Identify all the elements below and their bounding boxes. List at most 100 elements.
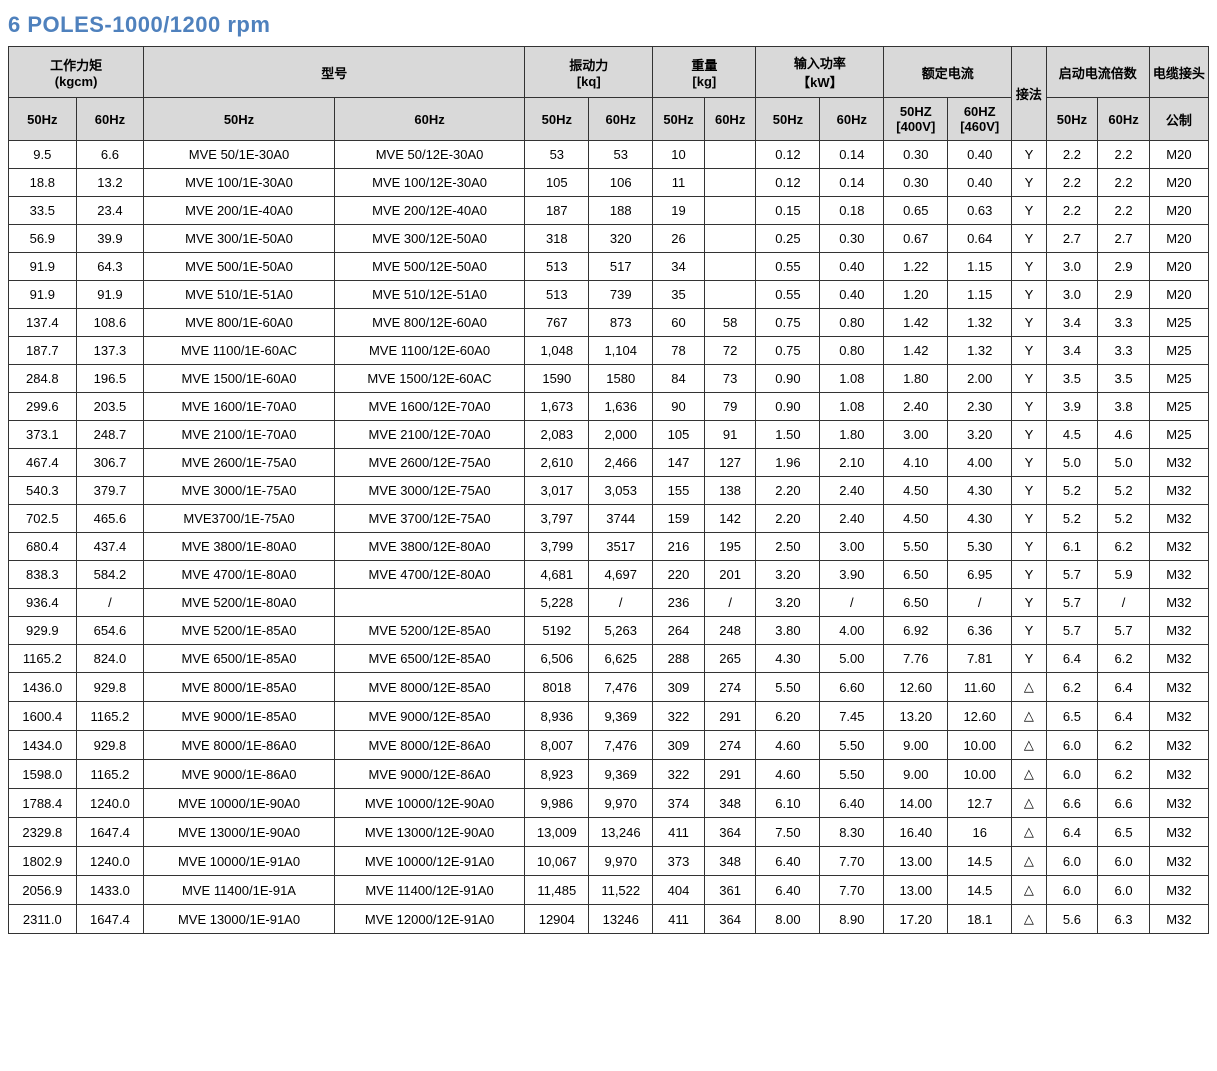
table-cell: 108.6 xyxy=(76,309,144,337)
table-cell: M32 xyxy=(1149,589,1208,617)
table-cell: 0.14 xyxy=(820,141,884,169)
table-cell: Y xyxy=(1012,645,1046,673)
table-cell: 6.2 xyxy=(1098,731,1150,760)
table-cell: 216 xyxy=(653,533,705,561)
table-cell: 838.3 xyxy=(9,561,77,589)
table-cell: 13,246 xyxy=(589,818,653,847)
table-cell: 1.20 xyxy=(884,281,948,309)
table-cell: 203.5 xyxy=(76,393,144,421)
table-cell: 159 xyxy=(653,505,705,533)
sub-50hz-400v: 50HZ[400V] xyxy=(884,98,948,141)
table-cell: 35 xyxy=(653,281,705,309)
table-cell: 7,476 xyxy=(589,673,653,702)
table-cell: 1600.4 xyxy=(9,702,77,731)
table-cell: 5.2 xyxy=(1098,477,1150,505)
table-row: 2311.01647.4MVE 13000/1E-91A0MVE 12000/1… xyxy=(9,905,1209,934)
table-cell: 3.3 xyxy=(1098,337,1150,365)
table-cell: MVE 300/1E-50A0 xyxy=(144,225,335,253)
table-cell xyxy=(334,589,525,617)
table-cell: 39.9 xyxy=(76,225,144,253)
table-cell: 3.20 xyxy=(756,589,820,617)
hdr-power: 输入功率【kW】 xyxy=(756,47,884,98)
table-cell: 274 xyxy=(704,731,756,760)
table-row: 1436.0929.8MVE 8000/1E-85A0MVE 8000/12E-… xyxy=(9,673,1209,702)
table-cell: 7.45 xyxy=(820,702,884,731)
table-cell: 2.40 xyxy=(884,393,948,421)
table-cell: M32 xyxy=(1149,760,1208,789)
table-cell: 291 xyxy=(704,760,756,789)
table-cell: 14.5 xyxy=(948,876,1012,905)
table-cell: 3,053 xyxy=(589,477,653,505)
table-cell: 3.5 xyxy=(1046,365,1098,393)
table-cell: 5.2 xyxy=(1098,505,1150,533)
table-cell: 1,673 xyxy=(525,393,589,421)
table-cell: 1165.2 xyxy=(9,645,77,673)
table-cell: 6.4 xyxy=(1046,645,1098,673)
table-cell: 284.8 xyxy=(9,365,77,393)
table-cell: 274 xyxy=(704,673,756,702)
table-cell: / xyxy=(1098,589,1150,617)
table-cell: M25 xyxy=(1149,337,1208,365)
table-cell: 1,104 xyxy=(589,337,653,365)
table-cell: 379.7 xyxy=(76,477,144,505)
table-cell: 2.30 xyxy=(948,393,1012,421)
table-cell: MVE 9000/1E-86A0 xyxy=(144,760,335,789)
table-cell: 34 xyxy=(653,253,705,281)
table-cell: 127 xyxy=(704,449,756,477)
table-cell xyxy=(704,253,756,281)
table-cell: 6.2 xyxy=(1098,760,1150,789)
table-cell: 654.6 xyxy=(76,617,144,645)
table-cell: MVE 3800/12E-80A0 xyxy=(334,533,525,561)
table-cell: 5.7 xyxy=(1046,589,1098,617)
table-cell: 3.90 xyxy=(820,561,884,589)
table-cell: 6.6 xyxy=(76,141,144,169)
table-cell: △ xyxy=(1012,731,1046,760)
table-cell: MVE 5200/1E-80A0 xyxy=(144,589,335,617)
table-cell: 4.10 xyxy=(884,449,948,477)
table-cell: 13.00 xyxy=(884,876,948,905)
table-cell: 2.2 xyxy=(1046,141,1098,169)
table-row: 1598.01165.2MVE 9000/1E-86A0MVE 9000/12E… xyxy=(9,760,1209,789)
table-cell xyxy=(704,197,756,225)
table-cell: 680.4 xyxy=(9,533,77,561)
table-cell: 767 xyxy=(525,309,589,337)
table-cell: 3.80 xyxy=(756,617,820,645)
table-cell: MVE 8000/1E-86A0 xyxy=(144,731,335,760)
table-cell: 1590 xyxy=(525,365,589,393)
table-row: 1600.41165.2MVE 9000/1E-85A0MVE 9000/12E… xyxy=(9,702,1209,731)
table-cell: 513 xyxy=(525,281,589,309)
table-cell: 9.00 xyxy=(884,731,948,760)
table-cell: M32 xyxy=(1149,876,1208,905)
table-cell: 1598.0 xyxy=(9,760,77,789)
table-cell: 6.0 xyxy=(1046,731,1098,760)
table-cell: 16 xyxy=(948,818,1012,847)
table-cell xyxy=(704,225,756,253)
table-row: 9.56.6MVE 50/1E-30A0MVE 50/12E-30A053531… xyxy=(9,141,1209,169)
table-cell: 1240.0 xyxy=(76,789,144,818)
table-cell: 13.00 xyxy=(884,847,948,876)
table-cell: M20 xyxy=(1149,141,1208,169)
table-row: 373.1248.7MVE 2100/1E-70A0MVE 2100/12E-7… xyxy=(9,421,1209,449)
table-cell: MVE 510/1E-51A0 xyxy=(144,281,335,309)
table-cell: 4.30 xyxy=(948,477,1012,505)
table-cell: 0.30 xyxy=(820,225,884,253)
table-cell: 6.6 xyxy=(1046,789,1098,818)
table-cell: 78 xyxy=(653,337,705,365)
hdr-connection: 接法 xyxy=(1012,47,1046,141)
sub-60hz: 60Hz xyxy=(589,98,653,141)
table-cell: 5.50 xyxy=(820,731,884,760)
table-cell: 10 xyxy=(653,141,705,169)
table-cell: 14.00 xyxy=(884,789,948,818)
table-cell: 13246 xyxy=(589,905,653,934)
table-cell: 309 xyxy=(653,673,705,702)
table-row: 540.3379.7MVE 3000/1E-75A0MVE 3000/12E-7… xyxy=(9,477,1209,505)
table-cell: 0.18 xyxy=(820,197,884,225)
table-cell: △ xyxy=(1012,847,1046,876)
table-cell: MVE 3800/1E-80A0 xyxy=(144,533,335,561)
table-cell: 14.5 xyxy=(948,847,1012,876)
table-cell: 1240.0 xyxy=(76,847,144,876)
table-cell: MVE 9000/12E-85A0 xyxy=(334,702,525,731)
table-cell: M32 xyxy=(1149,789,1208,818)
table-cell: 220 xyxy=(653,561,705,589)
table-cell: 12904 xyxy=(525,905,589,934)
